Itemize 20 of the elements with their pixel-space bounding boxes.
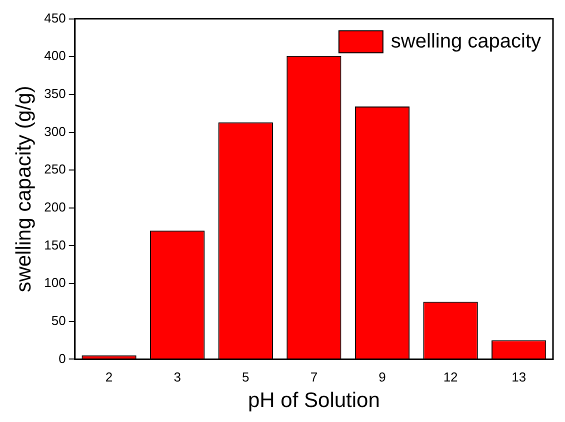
x-tick-label: 13: [512, 370, 526, 385]
x-tick-label: 2: [105, 370, 113, 385]
y-tick-label: 200: [44, 199, 66, 214]
legend-label: swelling capacity: [390, 30, 542, 52]
y-tick-label: 300: [44, 124, 66, 139]
y-tick-label: 0: [58, 350, 66, 366]
x-tick-label: 3: [174, 370, 181, 385]
y-tick-label: 450: [44, 10, 66, 26]
x-tick-label: 7: [310, 370, 318, 385]
y-tick-label: 50: [51, 312, 66, 328]
y-tick-label: 350: [44, 86, 66, 102]
y-tick-label: 100: [44, 275, 66, 290]
y-tick-label: 250: [44, 162, 66, 177]
x-tick-label: 9: [378, 370, 386, 385]
x-axis-title: pH of Solution: [248, 389, 380, 412]
y-tick-label: 150: [44, 237, 66, 252]
x-tick-label: 12: [443, 370, 458, 385]
y-axis-title: swelling capacity (g/g): [12, 86, 36, 292]
y-tick-label: 400: [44, 48, 66, 64]
x-tick-label: 5: [242, 370, 250, 385]
